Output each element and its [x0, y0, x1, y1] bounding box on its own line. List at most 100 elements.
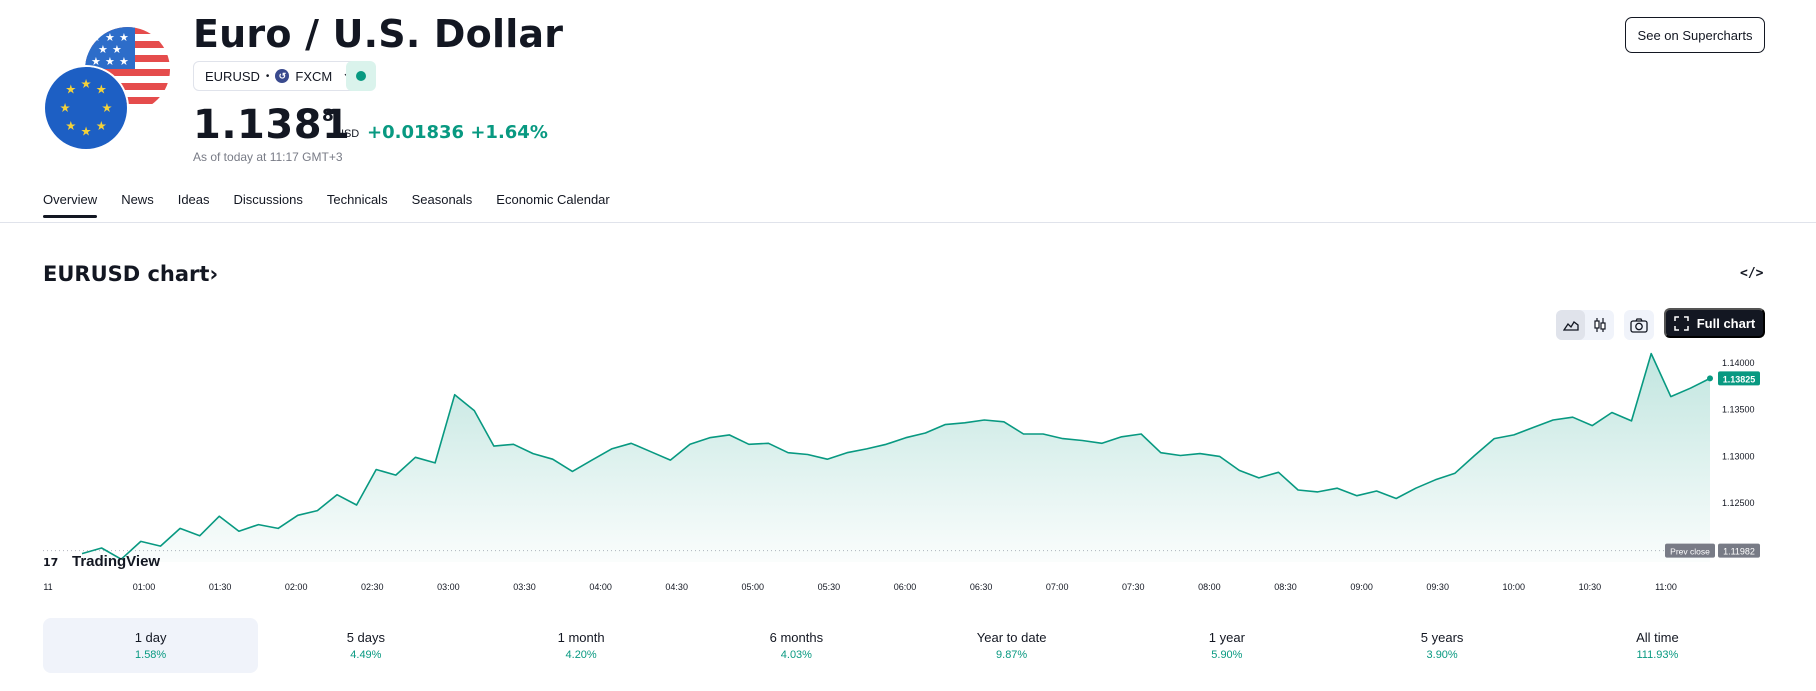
period-label: 1 day — [134, 630, 167, 645]
separator-dot: • — [265, 70, 270, 82]
full-chart-button[interactable]: Full chart — [1664, 308, 1765, 338]
chevron-right-icon: › — [209, 262, 219, 286]
page-title: Euro / U.S. Dollar — [193, 12, 564, 56]
svg-text:★: ★ — [119, 31, 129, 44]
screenshot-button[interactable] — [1624, 310, 1654, 340]
x-tick-label: 02:00 — [285, 582, 308, 592]
svg-text:★: ★ — [65, 118, 76, 133]
x-tick-label: 05:00 — [742, 582, 765, 592]
x-tick-label: 10:30 — [1579, 582, 1602, 592]
last-price-badge — [1718, 371, 1760, 386]
svg-text:★: ★ — [101, 100, 112, 115]
period-label: Year to date — [976, 630, 1047, 645]
x-tick-label: 03:30 — [513, 582, 536, 592]
period-change: 3.90% — [1426, 649, 1458, 661]
svg-text:★: ★ — [65, 82, 76, 97]
tab-news[interactable]: News — [121, 192, 154, 207]
x-tick-label: 11 — [43, 582, 52, 592]
period-selector: 1 day 1.58% 5 days 4.49% 1 month 4.20% 6 mo… — [43, 618, 1765, 673]
eu-flag-icon: ★ ★ ★ ★ ★ ★ ★ ★ — [43, 65, 129, 151]
svg-text:★: ★ — [96, 118, 107, 133]
exchange-label: FXCM — [295, 68, 333, 84]
prev-close-value: 1.11982 — [1723, 547, 1755, 557]
period-year-to-date[interactable]: Year to date 9.87% — [904, 618, 1119, 673]
svg-text:★: ★ — [112, 43, 122, 56]
svg-text:★: ★ — [80, 76, 91, 91]
period-1-year[interactable]: 1 year 5.90% — [1119, 618, 1334, 673]
x-tick-label: 05:30 — [818, 582, 841, 592]
price-area-fill — [82, 353, 1710, 562]
tabs-divider — [0, 222, 1816, 223]
x-tick-label: 04:00 — [589, 582, 612, 592]
svg-text:★: ★ — [59, 100, 70, 115]
price-change: +0.01836 +1.64% — [367, 122, 548, 143]
x-tick-label: 11:00 — [1655, 582, 1677, 592]
camera-icon — [1630, 317, 1648, 333]
market-status-badge[interactable] — [346, 61, 376, 91]
period-change: 9.87% — [996, 649, 1028, 661]
period-5-days[interactable]: 5 days 4.49% — [258, 618, 473, 673]
x-tick-label: 02:30 — [361, 582, 384, 592]
period-label: All time — [1636, 630, 1679, 645]
x-tick-label: 09:30 — [1426, 582, 1449, 592]
period-change: 4.03% — [780, 649, 812, 661]
x-tick-label: 04:30 — [665, 582, 688, 592]
tab-discussions[interactable]: Discussions — [233, 192, 303, 207]
fullscreen-icon — [1673, 315, 1689, 331]
fxcm-logo-icon: ↺ — [275, 69, 290, 83]
candles-chart-button[interactable] — [1585, 310, 1614, 340]
price-superscript: 8 — [322, 106, 334, 126]
y-tick-label: 1.13500 — [1722, 405, 1755, 415]
svg-text:★: ★ — [96, 82, 107, 97]
see-on-supercharts-button[interactable]: See on Supercharts — [1625, 17, 1765, 53]
prev-close-value-badge — [1718, 543, 1760, 558]
currency-pair-flags: ★ ★ ★ ★ ★ ★ ★ ★ ★ ★ ★ ★ ★ ★ ★ ★ — [43, 24, 173, 154]
last-price-label: 1.13825 — [1723, 374, 1756, 384]
period-5-years[interactable]: 5 years 3.90% — [1335, 618, 1550, 673]
tab-economic-calendar[interactable]: Economic Calendar — [496, 192, 610, 207]
tradingview-logo-icon: 17 — [43, 556, 58, 569]
x-tick-label: 09:00 — [1350, 582, 1373, 592]
current-price: 1.1381 — [193, 102, 351, 148]
period-change: 5.90% — [1211, 649, 1243, 661]
price-series-line — [81, 352, 1711, 560]
period-change: 4.49% — [350, 649, 382, 661]
svg-text:★: ★ — [105, 55, 115, 68]
period-1-month[interactable]: 1 month 4.20% — [474, 618, 689, 673]
area-chart-button[interactable] — [1556, 310, 1585, 340]
x-tick-label: 03:00 — [437, 582, 460, 592]
svg-text:★: ★ — [105, 31, 115, 44]
last-price-point — [1707, 375, 1713, 382]
period-change: 1.58% — [135, 649, 167, 661]
svg-text:★: ★ — [91, 55, 101, 68]
price-chart[interactable]: 1.14000 1.13500 1.13000 1.12500 1.13825 Prev … — [0, 348, 1816, 598]
period-all-time[interactable]: All time 111.93% — [1550, 618, 1765, 673]
symbol-selector[interactable]: EURUSD • ↺ FXCM — [193, 61, 366, 91]
price-currency: USD — [336, 128, 360, 140]
y-tick-label: 1.14000 — [1722, 358, 1755, 368]
period-6-months[interactable]: 6 months 4.03% — [689, 618, 904, 673]
x-tick-label: 06:30 — [970, 582, 993, 592]
period-label: 1 month — [557, 630, 605, 645]
embed-code-icon[interactable]: </> — [1740, 266, 1764, 281]
symbol-label: EURUSD — [205, 68, 260, 84]
tab-overview[interactable]: Overview — [43, 192, 98, 218]
x-tick-label: 01:00 — [133, 582, 156, 592]
x-tick-label: 01:30 — [209, 582, 232, 592]
tradingview-wordmark: TradingView — [72, 553, 160, 570]
chart-heading-link[interactable]: EURUSD chart› — [43, 262, 218, 286]
period-1-day[interactable]: 1 day 1.58% — [43, 618, 259, 673]
svg-text:★: ★ — [98, 43, 108, 56]
chart-heading-text: EURUSD chart — [43, 262, 210, 286]
period-label: 1 year — [1208, 630, 1245, 645]
full-chart-label: Full chart — [1696, 315, 1756, 331]
tab-ideas[interactable]: Ideas — [177, 192, 210, 207]
prev-close-label: Prev close — [1670, 547, 1710, 557]
period-label: 5 days — [346, 630, 386, 645]
tab-technicals[interactable]: Technicals — [326, 192, 388, 207]
x-tick-label: 08:00 — [1198, 582, 1221, 592]
svg-text:★: ★ — [119, 55, 129, 68]
price-timestamp: As of today at 11:17 GMT+3 — [193, 150, 343, 164]
tradingview-watermark: 17 TradingView — [43, 553, 160, 570]
tab-seasonals[interactable]: Seasonals — [411, 192, 473, 207]
